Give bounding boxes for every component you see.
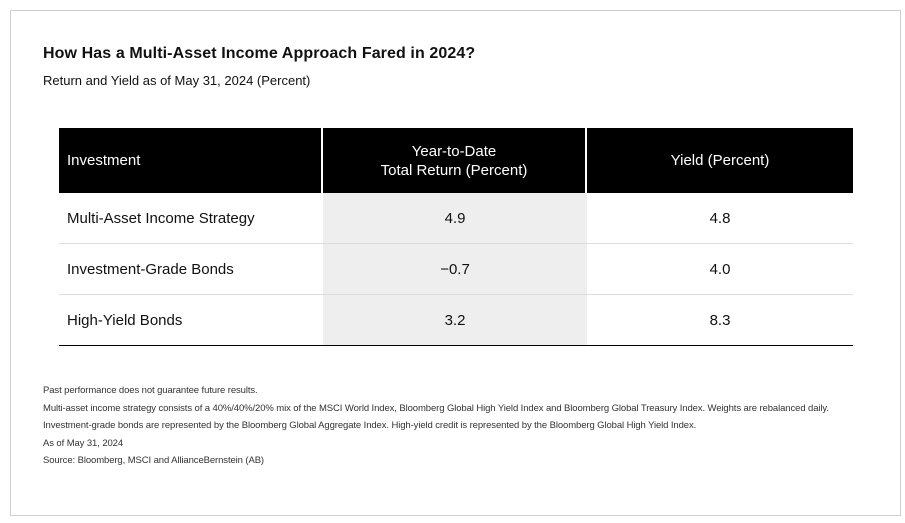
header-yield: Yield (Percent) [670,152,770,169]
row-investment: High-Yield Bonds [67,311,183,329]
table-header-row: Investment Year-to-Date Total Return (Pe… [59,128,853,193]
chart-subtitle: Return and Yield as of May 31, 2024 (Per… [43,73,311,88]
table-row: High-Yield Bonds 3.2 8.3 [59,295,853,346]
footnote-disclaimer: Past performance does not guarantee futu… [43,385,258,396]
footnote-strategy: Multi-asset income strategy consists of … [43,402,829,414]
data-table: Investment Year-to-Date Total Return (Pe… [59,128,853,346]
table-row: Investment-Grade Bonds −0.7 4.0 [59,244,853,295]
header-ytd-return: Year-to-Date Total Return (Percent) [323,128,587,193]
row-investment: Investment-Grade Bonds [67,260,234,278]
row-yield: 8.3 [709,311,731,329]
row-yield: 4.0 [709,260,731,278]
footnotes: Past performance does not guarantee futu… [43,382,829,470]
footnote-date: As of May 31, 2024 [43,437,124,449]
header-ytd-line1: Year-to-Date [411,142,497,160]
row-ytd-return: 4.9 [323,193,587,243]
header-investment: Investment [59,128,323,193]
row-yield: 4.8 [709,209,731,227]
chart-card: How Has a Multi-Asset Income Approach Fa… [10,10,901,516]
row-ytd-return: −0.7 [323,244,587,294]
chart-title: How Has a Multi-Asset Income Approach Fa… [43,45,476,62]
footnote-indices: Investment-grade bonds are represented b… [43,420,697,431]
row-ytd-return: 3.2 [323,295,587,345]
row-investment: Multi-Asset Income Strategy [67,209,255,227]
header-ytd-line2: Total Return (Percent) [380,161,528,179]
table-row: Multi-Asset Income Strategy 4.9 4.8 [59,193,853,244]
footnote-source: Source: Bloomberg, MSCI and AllianceBern… [43,455,264,466]
